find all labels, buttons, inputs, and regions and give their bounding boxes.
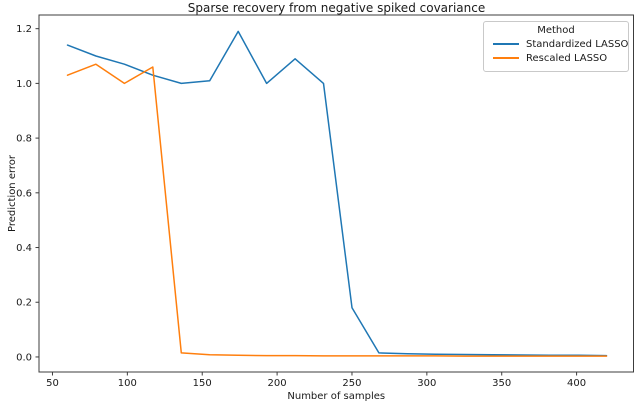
y-tick-label: 1.0 [16, 79, 32, 90]
legend-entry-rescaled-lasso: Rescaled LASSO [484, 51, 628, 65]
x-tick-label: 350 [492, 378, 511, 389]
legend-entry-label: Standardized LASSO [526, 38, 629, 50]
y-tick-label: 0.0 [16, 352, 32, 363]
y-tick-label: 1.2 [16, 24, 32, 35]
x-tick-label: 50 [46, 378, 59, 389]
y-tick-label: 0.4 [16, 243, 32, 254]
series-line-rescaled-lasso [66, 63, 608, 357]
y-tick-label: 0.6 [16, 188, 32, 199]
legend-line-icon [493, 57, 519, 59]
y-tick-label: 0.2 [16, 298, 32, 309]
legend-line-icon [493, 43, 519, 45]
series-line-standardized-lasso [66, 30, 608, 357]
x-tick-label: 100 [118, 378, 137, 389]
x-tick-label: 200 [268, 378, 287, 389]
y-axis-label: Prediction error [7, 154, 18, 232]
x-tick-label: 300 [417, 378, 436, 389]
y-tick-label: 0.8 [16, 134, 32, 145]
legend: Method Standardized LASSO Rescaled LASSO [483, 21, 629, 72]
chart-title: Sparse recovery from negative spiked cov… [187, 1, 486, 15]
legend-entry-standardized-lasso: Standardized LASSO [484, 37, 628, 51]
x-tick-label: 400 [567, 378, 586, 389]
legend-title: Method [537, 25, 575, 36]
x-axis-label: Number of samples [287, 391, 385, 402]
legend-entry-label: Rescaled LASSO [526, 52, 608, 64]
axes-spines [38, 14, 634, 373]
x-tick-label: 150 [193, 378, 212, 389]
x-tick-label: 250 [342, 378, 361, 389]
